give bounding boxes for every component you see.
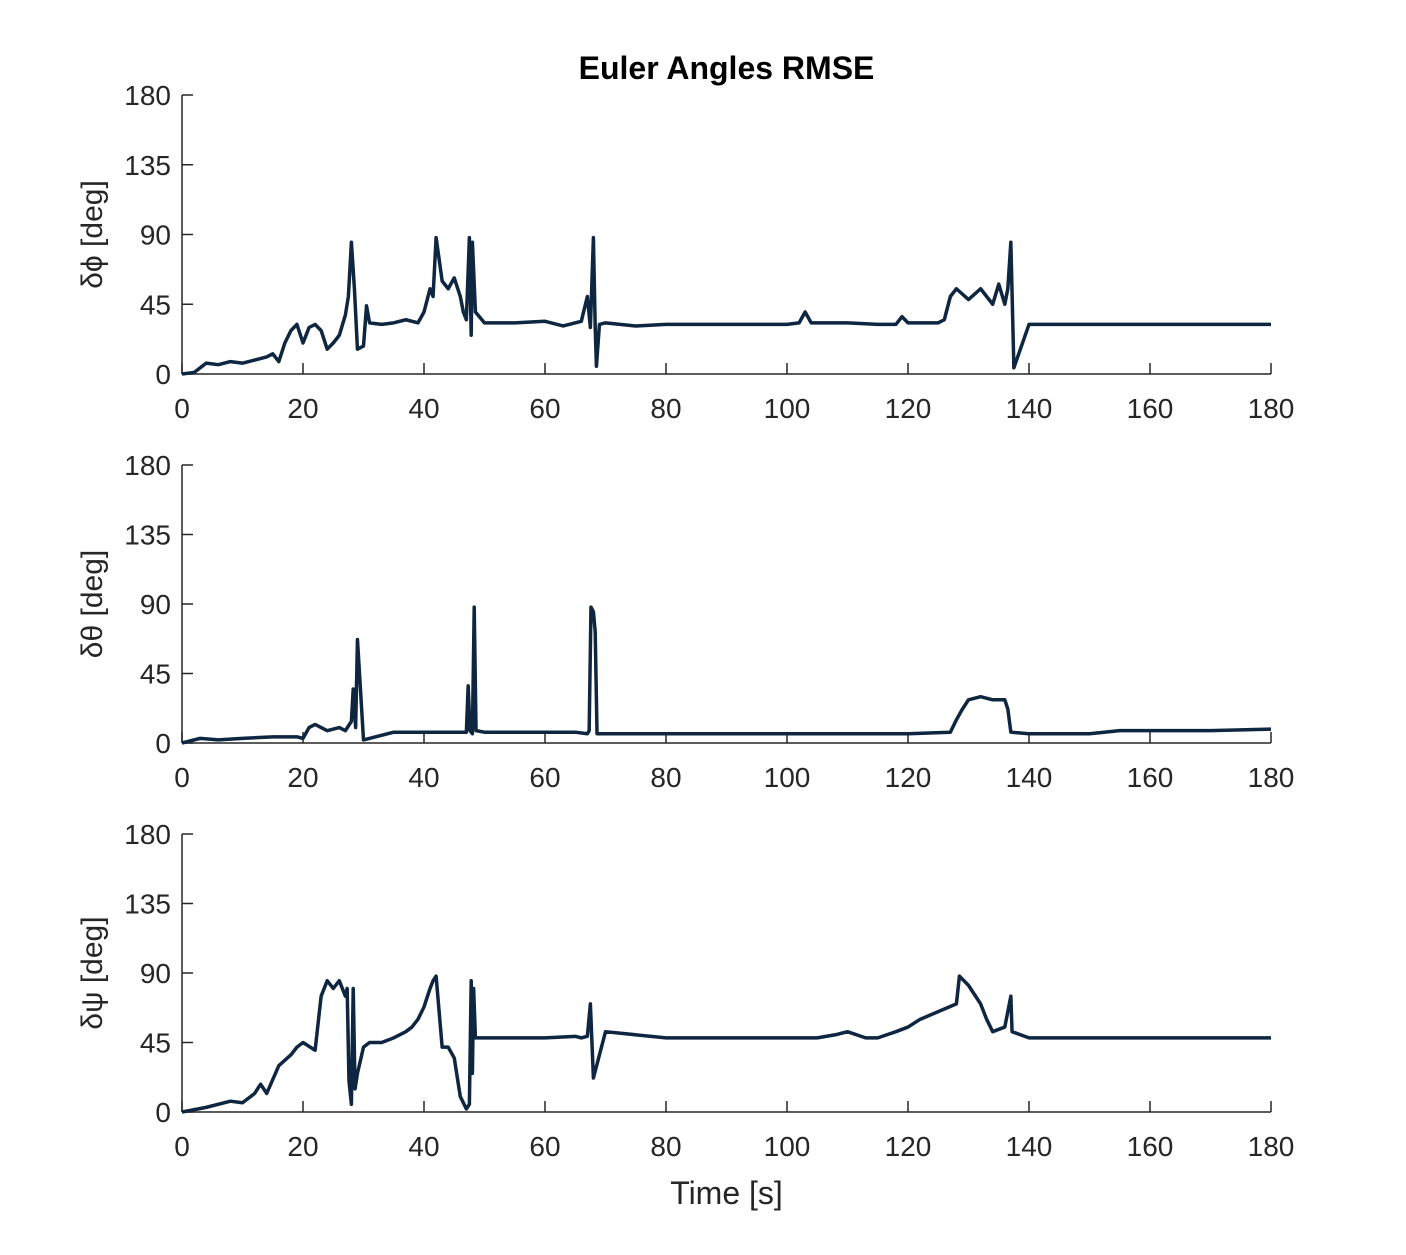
y-tick-label: 135	[124, 150, 171, 181]
x-tick-label: 100	[764, 762, 811, 793]
y-tick-label: 45	[140, 289, 171, 320]
x-tick-label: 0	[174, 393, 190, 424]
x-tick-label: 120	[885, 1131, 932, 1162]
y-axis-label: δθ [deg]	[76, 550, 109, 658]
x-tick-label: 20	[287, 1131, 318, 1162]
x-tick-label: 80	[650, 393, 681, 424]
y-tick-label: 45	[140, 1028, 171, 1059]
data-line	[181, 235, 1271, 376]
x-tick-label: 120	[885, 762, 932, 793]
x-tick-label: 20	[287, 762, 318, 793]
x-tick-label: 140	[1006, 1131, 1053, 1162]
y-axis-label: δϕ [deg]	[76, 180, 109, 289]
x-tick-label: 100	[764, 393, 811, 424]
y-tick-label: 90	[140, 220, 171, 251]
data-line	[181, 974, 1271, 1114]
x-tick-label: 120	[885, 393, 932, 424]
x-tick-label: 80	[650, 1131, 681, 1162]
y-tick-label: 180	[124, 80, 171, 111]
y-tick-label: 180	[124, 450, 171, 481]
y-tick-label: 135	[124, 889, 171, 920]
x-tick-label: 180	[1248, 393, 1295, 424]
x-tick-label: 100	[764, 1131, 811, 1162]
y-tick-label: 0	[155, 1097, 171, 1128]
x-tick-label: 160	[1127, 393, 1174, 424]
y-tick-label: 180	[124, 819, 171, 850]
y-tick-label: 90	[140, 958, 171, 989]
y-tick-label: 0	[155, 728, 171, 759]
x-tick-label: 160	[1127, 1131, 1174, 1162]
x-tick-label: 60	[529, 762, 560, 793]
y-tick-label: 45	[140, 659, 171, 690]
x-tick-label: 0	[174, 762, 190, 793]
x-tick-label: 140	[1006, 762, 1053, 793]
x-tick-label: 40	[408, 762, 439, 793]
x-tick-label: 60	[529, 393, 560, 424]
x-tick-label: 180	[1248, 1131, 1295, 1162]
chart-title: Euler Angles RMSE	[579, 50, 875, 86]
x-tick-label: 80	[650, 762, 681, 793]
y-tick-label: 0	[155, 359, 171, 390]
x-tick-label: 0	[174, 1131, 190, 1162]
x-tick-label: 40	[408, 393, 439, 424]
y-axis-label: δψ [deg]	[76, 916, 109, 1029]
data-line	[181, 605, 1272, 745]
x-tick-label: 160	[1127, 762, 1174, 793]
y-tick-label: 135	[124, 520, 171, 551]
x-tick-label: 40	[408, 1131, 439, 1162]
x-axis-label: Time [s]	[670, 1175, 783, 1211]
x-tick-label: 140	[1006, 393, 1053, 424]
x-tick-label: 20	[287, 393, 318, 424]
x-tick-label: 180	[1248, 762, 1295, 793]
y-tick-label: 90	[140, 589, 171, 620]
x-tick-label: 60	[529, 1131, 560, 1162]
